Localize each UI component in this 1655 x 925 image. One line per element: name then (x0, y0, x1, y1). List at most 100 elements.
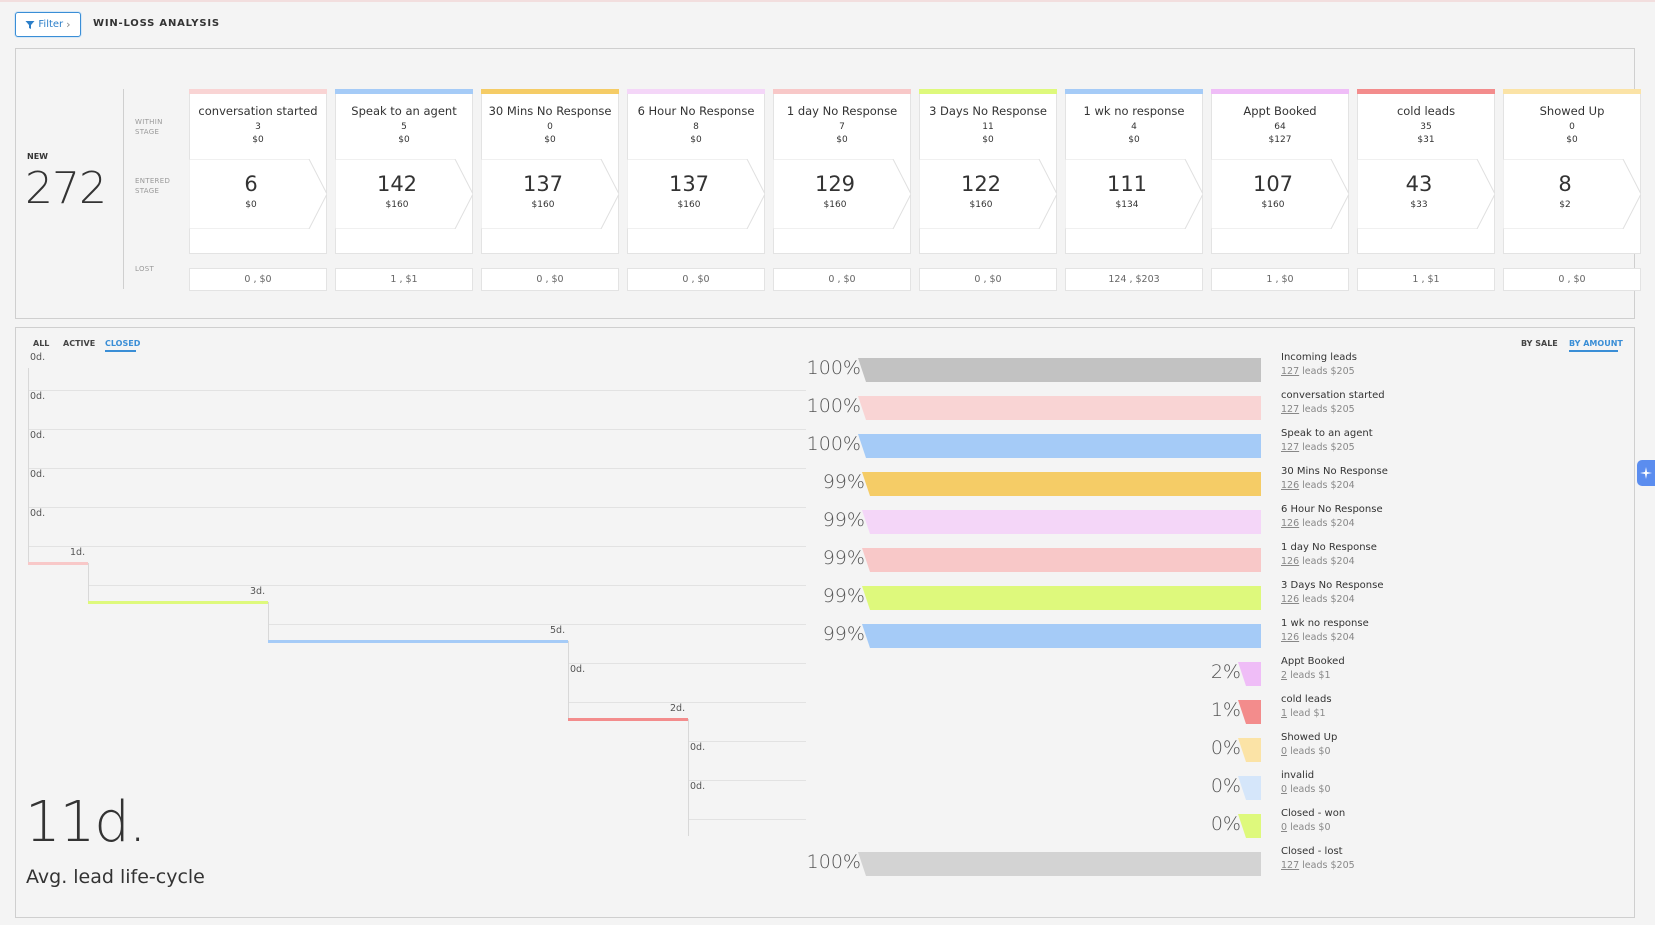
timeline-step-bar (88, 601, 268, 604)
timeline-step-connector (688, 797, 689, 836)
stage-card[interactable]: 1 day No Response 7 $0 129 $160 (773, 89, 911, 254)
stage-color-bar (773, 89, 911, 94)
timeline-gridline (28, 390, 806, 391)
funnel-amount: $204 (1330, 518, 1355, 529)
within-stage-count: 5 (401, 122, 407, 132)
funnel-amount: $205 (1330, 860, 1355, 871)
new-leads-count: 272 (25, 163, 107, 214)
funnel-lead-count-link[interactable]: 126 (1281, 556, 1300, 567)
timeline-step-connector (688, 719, 689, 758)
timeline-step-connector (268, 602, 269, 641)
timeline-duration-label: 3d. (250, 586, 266, 597)
timeline-step-bar (568, 718, 688, 721)
funnel-percent: 99% (822, 547, 865, 569)
timeline-gridline (688, 741, 806, 742)
funnel-amount: $1 (1313, 708, 1326, 719)
funnel-stage-summary: 1 lead $1 (1281, 708, 1326, 719)
funnel-lead-count-link[interactable]: 127 (1281, 404, 1300, 415)
tab-closed[interactable]: CLOSED (105, 339, 141, 348)
stage-card[interactable]: 6 Hour No Response 8 $0 137 $160 (627, 89, 765, 254)
tab-active[interactable]: ACTIVE (63, 339, 96, 348)
entered-stage-amount: $0 (245, 200, 257, 210)
stage-card[interactable]: Appt Booked 64 $127 107 $160 (1211, 89, 1349, 254)
timeline-gridline (688, 819, 806, 820)
funnel-lead-unit: leads (1290, 784, 1316, 795)
timeline-duration-label: 0d. (30, 508, 46, 519)
stage-lost-value: 0 , $0 (773, 268, 911, 291)
funnel-amount: $0 (1318, 746, 1331, 757)
funnel-lead-unit: leads (1302, 632, 1328, 643)
funnel-stage-name: 1 wk no response (1281, 618, 1369, 629)
funnel-lead-unit: leads (1290, 822, 1316, 833)
stage-card[interactable]: 3 Days No Response 11 $0 122 $160 (919, 89, 1057, 254)
funnel-lead-count-link[interactable]: 0 (1281, 822, 1288, 833)
tab-all[interactable]: ALL (33, 339, 50, 348)
within-stage-count: 0 (547, 122, 553, 132)
stage-card[interactable]: 30 Mins No Response 0 $0 137 $160 (481, 89, 619, 254)
entered-stage-count: 43 (1405, 172, 1433, 196)
sparkle-icon[interactable] (1637, 460, 1655, 486)
funnel-stage-summary: 127 leads $205 (1281, 404, 1355, 415)
funnel-lead-count-link[interactable]: 126 (1281, 518, 1300, 529)
timeline-duration-label: 0d. (30, 352, 46, 363)
funnel-bar (858, 434, 1261, 458)
within-stage-amount: $0 (836, 135, 848, 145)
funnel-lead-count-link[interactable]: 1 (1281, 708, 1288, 719)
funnel-lead-count-link[interactable]: 0 (1281, 784, 1288, 795)
within-stage-amount: $0 (252, 135, 264, 145)
funnel-lead-count-link[interactable]: 2 (1281, 670, 1288, 681)
stage-card[interactable]: 1 wk no response 4 $0 111 $134 (1065, 89, 1203, 254)
sort-by-amount[interactable]: BY AMOUNT (1569, 339, 1623, 348)
entered-stage-chevron (335, 159, 473, 229)
within-stage-count: 4 (1131, 122, 1137, 132)
timeline-step-connector (28, 368, 29, 407)
stage-card[interactable]: Speak to an agent 5 $0 142 $160 (335, 89, 473, 254)
entered-stage-chevron (1211, 159, 1349, 229)
timeline-gridline (28, 429, 806, 430)
timeline-step-connector (28, 485, 29, 524)
stage-name: 3 Days No Response (929, 104, 1047, 118)
funnel-lead-unit: leads (1290, 670, 1316, 681)
stage-card[interactable]: conversation started 3 $0 6 $0 (189, 89, 327, 254)
entered-stage-chevron (1065, 159, 1203, 229)
lost-label: LOST (135, 265, 155, 273)
funnel-lead-count-link[interactable]: 126 (1281, 594, 1300, 605)
funnel-lead-count-link[interactable]: 127 (1281, 860, 1300, 871)
funnel-stage-summary: 0 leads $0 (1281, 784, 1331, 795)
entered-stage-count: 137 (668, 172, 710, 196)
funnel-bar (1238, 814, 1261, 838)
stage-pipeline-panel: NEW 272 WITHIN STAGE ENTERED STAGE LOST … (15, 48, 1641, 319)
funnel-percent: 99% (822, 509, 865, 531)
stage-lost-value: 0 , $0 (481, 268, 619, 291)
stage-name: 6 Hour No Response (637, 104, 755, 118)
within-stage-count: 35 (1420, 122, 1432, 132)
timeline-duration-label: 5d. (550, 625, 566, 636)
entered-stage-amount: $33 (1410, 200, 1428, 210)
stage-card[interactable]: Showed Up 0 $0 8 $2 (1503, 89, 1641, 254)
funnel-stage-name: Speak to an agent (1281, 428, 1373, 439)
funnel-lead-count-link[interactable]: 126 (1281, 632, 1300, 643)
funnel-percent: 2% (1210, 661, 1241, 683)
funnel-lead-count-link[interactable]: 127 (1281, 442, 1300, 453)
stage-color-bar (1211, 89, 1349, 94)
stage-color-bar (1065, 89, 1203, 94)
funnel-stage-name: 3 Days No Response (1281, 580, 1384, 591)
funnel-stage-summary: 126 leads $204 (1281, 594, 1355, 605)
sort-by-sale[interactable]: BY SALE (1521, 339, 1558, 348)
filter-label: Filter (38, 19, 64, 30)
timeline-step-bar (28, 562, 88, 565)
filter-button[interactable]: Filter › (15, 12, 81, 37)
stage-card[interactable]: cold leads 35 $31 43 $33 (1357, 89, 1495, 254)
funnel-amount: $205 (1330, 404, 1355, 415)
stage-color-bar (1503, 89, 1641, 94)
funnel-lead-count-link[interactable]: 0 (1281, 746, 1288, 757)
entered-stage-chevron (1503, 159, 1641, 229)
tab-closed-underline (105, 350, 136, 352)
stage-name: Showed Up (1539, 104, 1605, 118)
funnel-stage-summary: 2 leads $1 (1281, 670, 1331, 681)
sort-by-amount-underline (1569, 350, 1618, 352)
stage-name: Speak to an agent (351, 104, 457, 118)
within-stage-count: 7 (839, 122, 845, 132)
funnel-lead-count-link[interactable]: 127 (1281, 366, 1300, 377)
funnel-lead-count-link[interactable]: 126 (1281, 480, 1300, 491)
